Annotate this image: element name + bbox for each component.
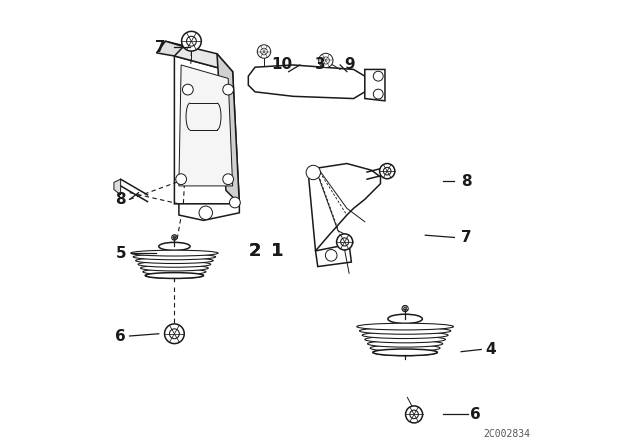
Ellipse shape [145, 272, 204, 278]
Polygon shape [114, 179, 120, 195]
Circle shape [322, 57, 330, 64]
Circle shape [173, 236, 176, 239]
Polygon shape [174, 56, 239, 204]
Ellipse shape [138, 261, 211, 267]
Text: 6: 6 [470, 407, 481, 422]
Text: 7: 7 [461, 230, 472, 245]
Ellipse shape [145, 272, 204, 278]
Circle shape [182, 84, 193, 95]
Ellipse shape [370, 345, 440, 351]
Circle shape [186, 36, 196, 46]
Text: 1: 1 [271, 242, 284, 260]
Text: 6: 6 [115, 328, 126, 344]
Circle shape [199, 206, 212, 220]
Circle shape [164, 324, 184, 344]
Text: 4: 4 [486, 342, 497, 357]
Polygon shape [179, 65, 232, 186]
Polygon shape [316, 244, 351, 267]
Text: 9: 9 [344, 57, 355, 73]
Ellipse shape [360, 327, 451, 334]
Circle shape [319, 53, 333, 68]
Circle shape [260, 48, 268, 55]
Circle shape [402, 306, 408, 312]
Circle shape [306, 165, 321, 180]
Text: 2: 2 [249, 242, 261, 260]
Circle shape [176, 174, 186, 185]
Circle shape [373, 71, 383, 81]
Circle shape [230, 197, 240, 208]
Circle shape [406, 406, 422, 423]
Circle shape [410, 410, 419, 418]
Polygon shape [248, 65, 365, 99]
Ellipse shape [356, 323, 454, 330]
Circle shape [223, 84, 234, 95]
Ellipse shape [388, 314, 422, 323]
Ellipse shape [362, 332, 448, 339]
Circle shape [325, 250, 337, 261]
Circle shape [257, 45, 271, 58]
Text: 2C002834: 2C002834 [484, 429, 531, 439]
Polygon shape [365, 69, 385, 101]
Text: 1: 1 [271, 242, 284, 260]
Polygon shape [217, 54, 239, 204]
Ellipse shape [140, 265, 209, 271]
Polygon shape [156, 41, 183, 56]
Text: 8: 8 [461, 174, 472, 189]
Circle shape [182, 31, 201, 51]
Ellipse shape [159, 242, 190, 250]
Ellipse shape [143, 269, 206, 275]
Circle shape [172, 235, 177, 240]
Polygon shape [165, 41, 232, 72]
Text: 2: 2 [249, 242, 261, 260]
Ellipse shape [373, 349, 437, 356]
Text: 10: 10 [271, 57, 292, 73]
Circle shape [373, 89, 383, 99]
Ellipse shape [133, 254, 216, 260]
Text: 3: 3 [315, 57, 325, 73]
Text: 5: 5 [115, 246, 126, 261]
Text: 7: 7 [155, 39, 165, 55]
Circle shape [170, 329, 179, 339]
Circle shape [223, 174, 234, 185]
Text: 8: 8 [115, 192, 126, 207]
Circle shape [340, 238, 349, 246]
Circle shape [404, 307, 406, 310]
Ellipse shape [131, 250, 218, 256]
Polygon shape [308, 164, 380, 251]
Circle shape [383, 167, 391, 175]
Circle shape [337, 234, 353, 250]
Circle shape [380, 164, 395, 179]
Ellipse shape [373, 349, 437, 356]
Ellipse shape [136, 258, 213, 263]
Ellipse shape [367, 340, 443, 347]
Ellipse shape [365, 336, 445, 343]
Polygon shape [179, 204, 239, 220]
